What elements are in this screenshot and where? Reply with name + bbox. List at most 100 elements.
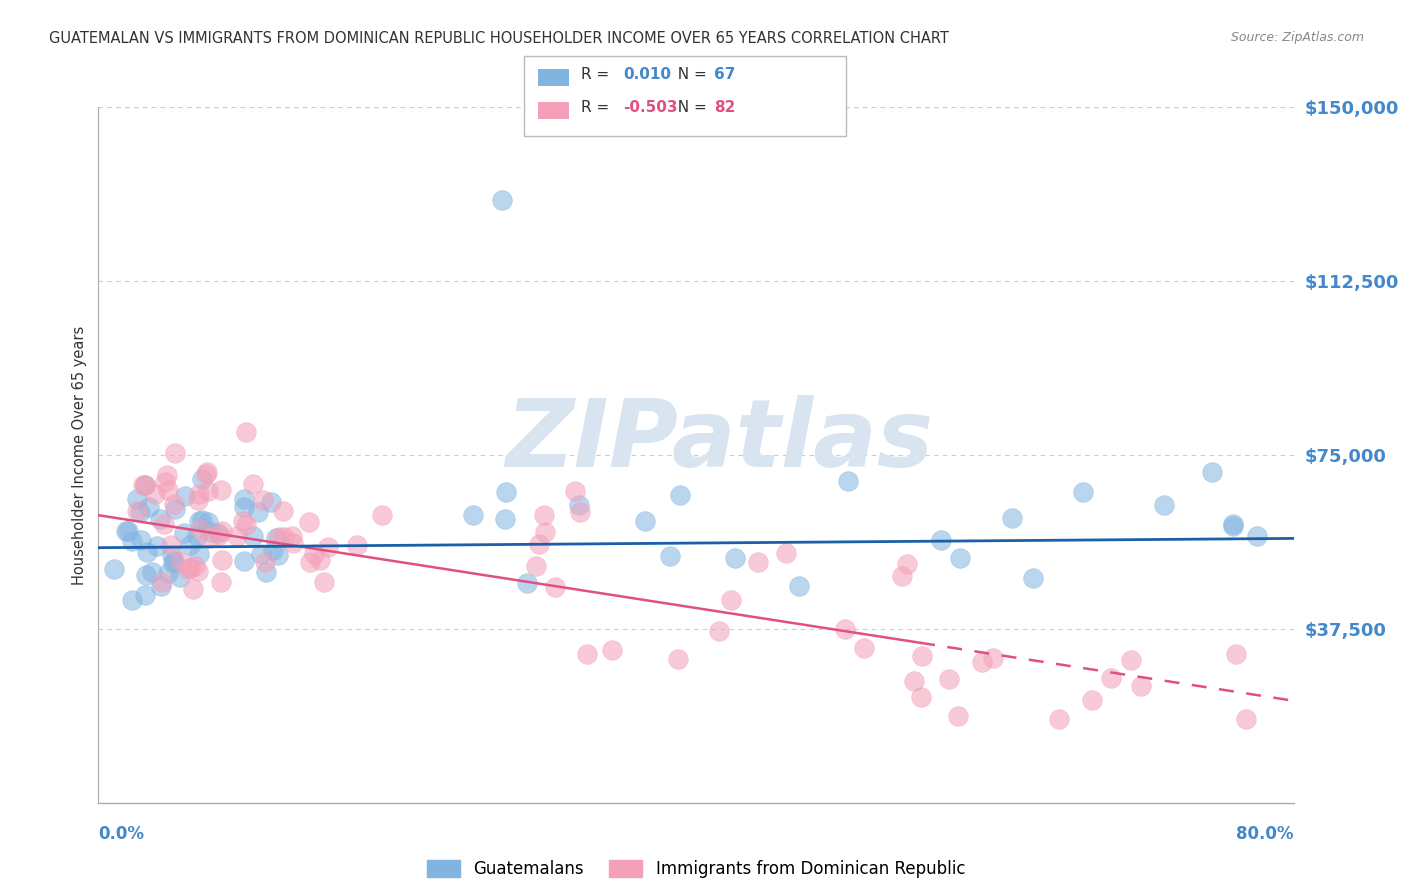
Point	[187, 547, 209, 561]
Point	[346, 538, 368, 552]
Point	[564, 484, 586, 499]
Point	[494, 512, 516, 526]
Point	[197, 484, 219, 499]
Text: 80.0%: 80.0%	[1236, 825, 1294, 843]
Point	[188, 487, 211, 501]
Point	[209, 575, 232, 590]
Point	[225, 529, 247, 543]
Text: N =: N =	[668, 67, 711, 81]
Point	[1081, 693, 1104, 707]
Text: ZIPatlas: ZIPatlas	[506, 395, 934, 487]
Point	[117, 524, 139, 538]
Point	[150, 579, 173, 593]
Point	[134, 477, 156, 491]
Point	[1222, 517, 1244, 532]
Point	[200, 524, 222, 539]
Point	[298, 515, 321, 529]
Point	[903, 673, 925, 688]
Point	[134, 477, 156, 491]
Point	[516, 576, 538, 591]
Point	[177, 562, 200, 576]
Point	[891, 568, 914, 582]
Point	[165, 501, 187, 516]
Point	[281, 536, 304, 550]
Point	[195, 465, 218, 479]
Point	[491, 193, 513, 207]
Point	[242, 529, 264, 543]
Point	[143, 487, 166, 501]
Point	[249, 547, 271, 561]
Point	[312, 575, 335, 590]
Point	[946, 709, 969, 723]
Point	[280, 528, 302, 542]
Point	[524, 559, 547, 574]
Point	[149, 512, 172, 526]
Point	[121, 592, 143, 607]
Point	[569, 505, 592, 519]
Point	[187, 514, 209, 528]
Point	[187, 564, 209, 578]
Point	[1121, 653, 1143, 667]
Point	[707, 624, 730, 638]
Point	[170, 555, 193, 569]
Point	[1021, 572, 1043, 586]
Text: 0.0%: 0.0%	[98, 825, 145, 843]
Point	[600, 643, 623, 657]
Point	[197, 531, 219, 545]
Point	[197, 515, 219, 529]
Point	[233, 500, 256, 514]
Point	[1047, 712, 1070, 726]
Point	[186, 529, 208, 543]
Point	[254, 565, 277, 579]
Point	[981, 651, 1004, 665]
Text: -0.503: -0.503	[623, 100, 678, 114]
Text: R =: R =	[581, 67, 614, 81]
Point	[264, 532, 287, 546]
Point	[179, 538, 201, 552]
Point	[1071, 484, 1094, 499]
Point	[162, 548, 184, 562]
Point	[724, 550, 747, 565]
Point	[132, 478, 155, 492]
Y-axis label: Householder Income Over 65 years: Householder Income Over 65 years	[72, 326, 87, 584]
Point	[253, 556, 276, 570]
Point	[262, 543, 284, 558]
Point	[131, 533, 153, 547]
Point	[157, 483, 180, 497]
Point	[252, 493, 274, 508]
Point	[1099, 671, 1122, 685]
Point	[191, 472, 214, 486]
Point	[174, 489, 197, 503]
Point	[163, 446, 186, 460]
Point	[911, 649, 934, 664]
Point	[156, 468, 179, 483]
Point	[853, 641, 876, 656]
Point	[1246, 529, 1268, 543]
Point	[121, 534, 143, 549]
Point	[495, 484, 517, 499]
Point	[179, 561, 201, 575]
Point	[837, 475, 859, 489]
Text: GUATEMALAN VS IMMIGRANTS FROM DOMINICAN REPUBLIC HOUSEHOLDER INCOME OVER 65 YEAR: GUATEMALAN VS IMMIGRANTS FROM DOMINICAN …	[49, 31, 949, 46]
Point	[720, 593, 742, 607]
Point	[208, 528, 231, 542]
Point	[970, 655, 993, 669]
Point	[129, 505, 152, 519]
Point	[533, 524, 555, 539]
Point	[634, 514, 657, 528]
Point	[949, 550, 972, 565]
Point	[299, 555, 322, 569]
Point	[533, 508, 555, 522]
Point	[209, 483, 232, 497]
Point	[233, 491, 256, 506]
Point	[247, 505, 270, 519]
Text: Source: ZipAtlas.com: Source: ZipAtlas.com	[1230, 31, 1364, 45]
Point	[232, 553, 254, 567]
Point	[544, 580, 567, 594]
Point	[242, 476, 264, 491]
Point	[115, 524, 138, 538]
Point	[308, 552, 330, 566]
Point	[153, 475, 176, 489]
Point	[163, 554, 186, 568]
Point	[1201, 465, 1223, 479]
